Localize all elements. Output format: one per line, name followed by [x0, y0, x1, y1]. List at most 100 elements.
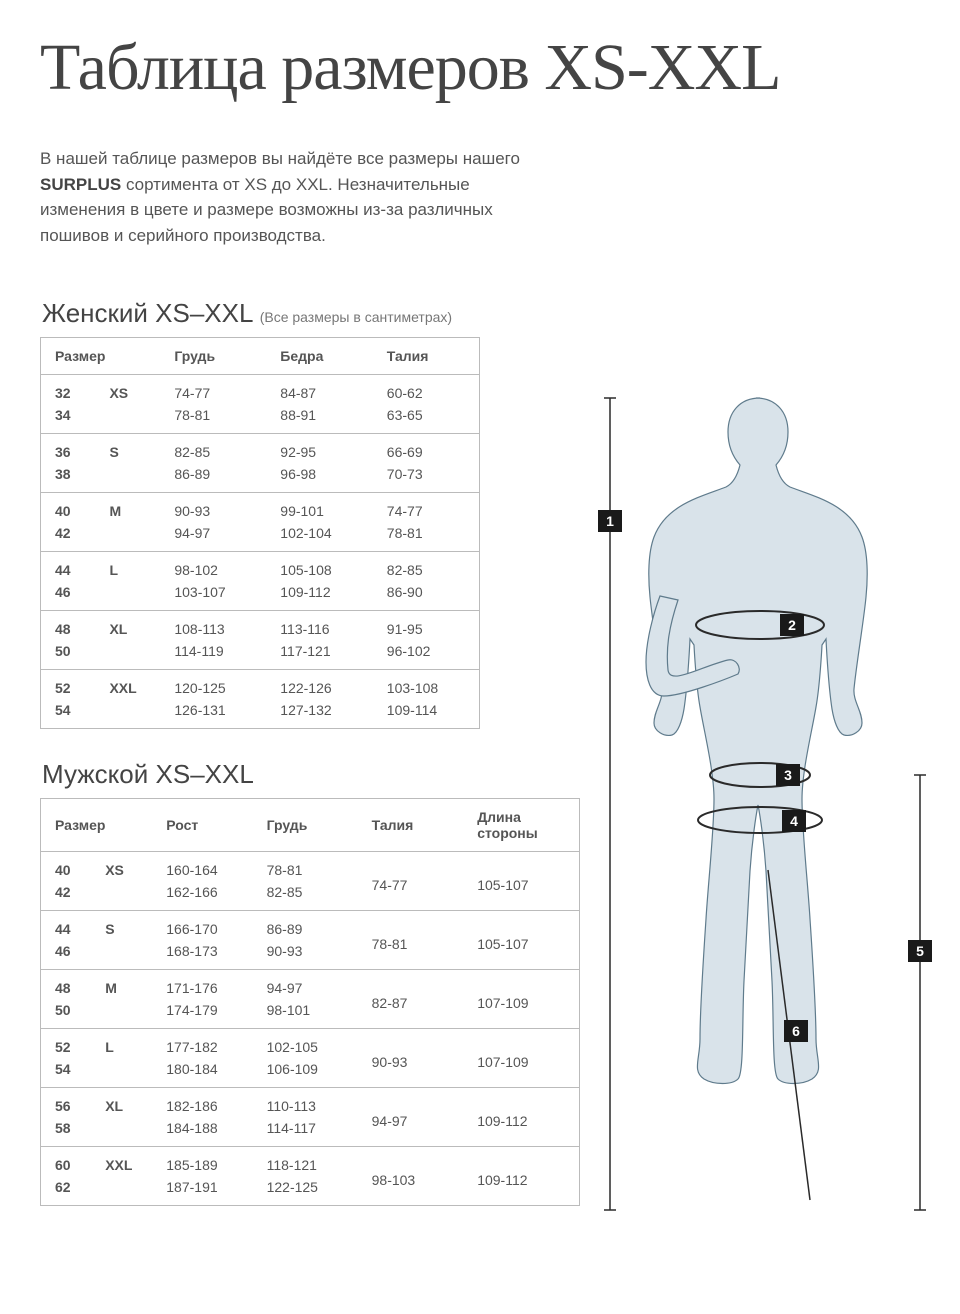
size-number: 44	[41, 552, 96, 582]
table-row: 52L177-182102-10590-93107-109	[41, 1029, 580, 1059]
cell: 78-81	[160, 404, 266, 434]
size-code: XS	[91, 852, 152, 911]
cell: 90-93	[358, 1029, 464, 1088]
badge-1: 1	[598, 510, 622, 532]
cell: 120-125	[160, 670, 266, 700]
svg-text:2: 2	[788, 617, 796, 633]
cell: 103-107	[160, 581, 266, 611]
cell: 177-182	[152, 1029, 252, 1059]
size-number: 46	[41, 581, 96, 611]
col-chest: Грудь	[160, 338, 266, 375]
cell: 105-107	[463, 911, 579, 970]
svg-text:6: 6	[792, 1023, 800, 1039]
cell: 113-116	[266, 611, 373, 641]
cell: 90-93	[253, 940, 358, 970]
cell: 107-109	[463, 970, 579, 1029]
cell: 74-77	[358, 852, 464, 911]
size-number: 54	[41, 699, 96, 729]
cell: 86-90	[373, 581, 480, 611]
cell: 82-87	[358, 970, 464, 1029]
size-number: 58	[41, 1117, 92, 1147]
cell: 103-108	[373, 670, 480, 700]
col-size: Размер	[41, 799, 153, 852]
size-number: 42	[41, 522, 96, 552]
table-row: 60XXL185-189118-12198-103109-112	[41, 1147, 580, 1177]
table-row: 48XL108-113113-11691-95	[41, 611, 480, 641]
cell: 66-69	[373, 434, 480, 464]
size-code: XXL	[95, 670, 160, 729]
size-number: 34	[41, 404, 96, 434]
size-code: S	[91, 911, 152, 970]
col-outseam: Длина стороны	[463, 799, 579, 852]
svg-text:3: 3	[784, 767, 792, 783]
cell: 109-112	[266, 581, 373, 611]
cell: 102-104	[266, 522, 373, 552]
cell: 122-125	[253, 1176, 358, 1206]
cell: 60-62	[373, 375, 480, 405]
table-row: 44L98-102105-10882-85	[41, 552, 480, 582]
badge-5: 5	[908, 940, 932, 962]
cell: 92-95	[266, 434, 373, 464]
badge-3: 3	[776, 764, 800, 786]
table-row: 44S166-17086-8978-81105-107	[41, 911, 580, 941]
size-number: 32	[41, 375, 96, 405]
women-heading-note: (Все размеры в сантиметрах)	[260, 309, 452, 325]
cell: 96-98	[266, 463, 373, 493]
cell: 78-81	[358, 911, 464, 970]
table-row: 40XS160-16478-8174-77105-107	[41, 852, 580, 882]
size-number: 38	[41, 463, 96, 493]
cell: 90-93	[160, 493, 266, 523]
cell: 82-85	[160, 434, 266, 464]
size-number: 52	[41, 670, 96, 700]
cell: 82-85	[373, 552, 480, 582]
cell: 99-101	[266, 493, 373, 523]
cell: 109-112	[463, 1088, 579, 1147]
cell: 98-101	[253, 999, 358, 1029]
size-code: XL	[91, 1088, 152, 1147]
cell: 98-103	[358, 1147, 464, 1206]
cell: 114-119	[160, 640, 266, 670]
size-number: 40	[41, 852, 92, 882]
cell: 74-77	[160, 375, 266, 405]
women-heading-text: Женский XS–XXL	[42, 298, 252, 328]
svg-text:4: 4	[790, 813, 798, 829]
cell: 187-191	[152, 1176, 252, 1206]
size-code: XL	[95, 611, 160, 670]
cell: 86-89	[253, 911, 358, 941]
size-number: 44	[41, 911, 92, 941]
table-row: 56XL182-186110-11394-97109-112	[41, 1088, 580, 1118]
size-number: 50	[41, 640, 96, 670]
cell: 127-132	[266, 699, 373, 729]
cell: 70-73	[373, 463, 480, 493]
page-title: Таблица размеров XS-XXL	[40, 30, 920, 106]
badge-6: 6	[784, 1020, 808, 1042]
cell: 110-113	[253, 1088, 358, 1118]
size-code: S	[95, 434, 160, 493]
table-row: 36S82-8592-9566-69	[41, 434, 480, 464]
cell: 84-87	[266, 375, 373, 405]
size-number: 46	[41, 940, 92, 970]
cell: 106-109	[253, 1058, 358, 1088]
size-number: 36	[41, 434, 96, 464]
cell: 78-81	[253, 852, 358, 882]
cell: 109-114	[373, 699, 480, 729]
cell: 88-91	[266, 404, 373, 434]
col-waist: Талия	[373, 338, 480, 375]
cell: 86-89	[160, 463, 266, 493]
badge-2: 2	[780, 614, 804, 636]
col-hips: Бедра	[266, 338, 373, 375]
cell: 182-186	[152, 1088, 252, 1118]
cell: 174-179	[152, 999, 252, 1029]
cell: 118-121	[253, 1147, 358, 1177]
size-code: L	[95, 552, 160, 611]
size-number: 52	[41, 1029, 92, 1059]
cell: 108-113	[160, 611, 266, 641]
svg-text:1: 1	[606, 513, 614, 529]
intro-brand: SURPLUS	[40, 175, 121, 194]
cell: 162-166	[152, 881, 252, 911]
size-number: 48	[41, 970, 92, 1000]
size-code: L	[91, 1029, 152, 1088]
size-number: 54	[41, 1058, 92, 1088]
size-code: M	[91, 970, 152, 1029]
size-number: 56	[41, 1088, 92, 1118]
